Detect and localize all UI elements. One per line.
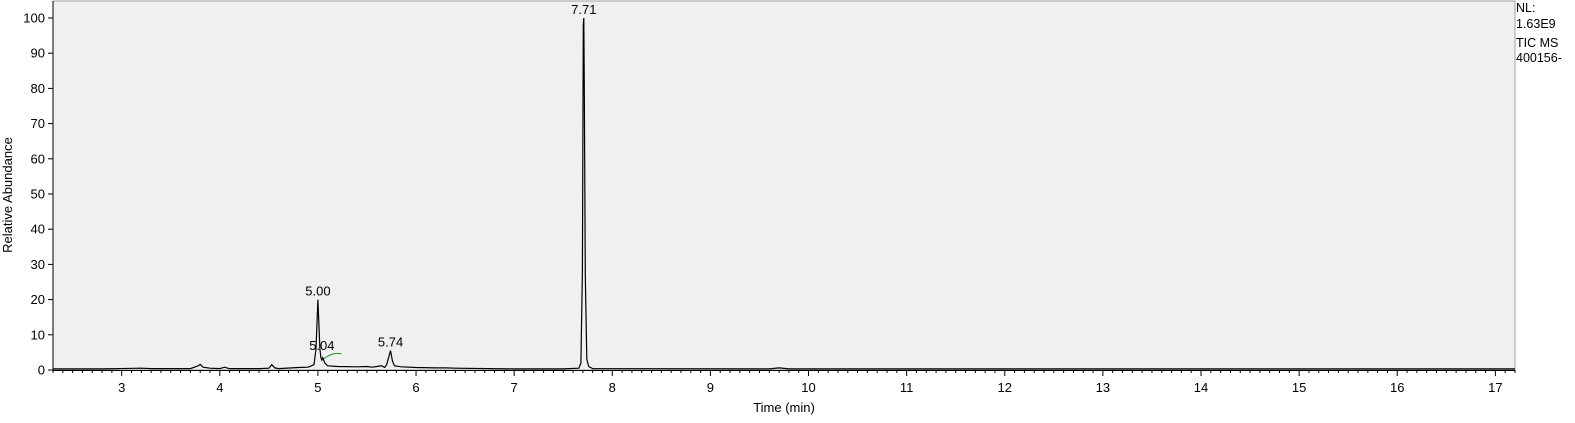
peak-annotation-mark: [323, 352, 342, 360]
y-tick-label: 40: [31, 222, 45, 237]
y-axis-title: Relative Abundance: [0, 137, 15, 253]
nl-value: 1.63E9: [1516, 17, 1556, 31]
x-tick-label: 7: [511, 380, 518, 395]
sample-name: 400156-: [1516, 51, 1562, 65]
x-tick-label: 17: [1488, 380, 1502, 395]
x-tick-label: 13: [1096, 380, 1110, 395]
x-tick-label: 14: [1194, 380, 1208, 395]
x-tick-label: 4: [216, 380, 223, 395]
peak-label: 5.00: [305, 284, 330, 299]
x-axis-ticks: 3 4 5 6 7 8 9 10 11 12 13 14 15 16 17: [118, 370, 1503, 395]
y-tick-label: 90: [31, 46, 45, 61]
y-tick-label: 70: [31, 116, 45, 131]
y-tick-label: 100: [23, 11, 45, 26]
y-axis-ticks: 0 10 20 30 40 50 60 70 80 90 100: [23, 11, 53, 378]
x-minor-ticks: [52, 370, 1516, 373]
y-tick-label: 50: [31, 187, 45, 202]
x-axis-title: Time (min): [753, 400, 815, 415]
x-tick-label: 11: [900, 380, 914, 395]
peak-label: 5.74: [378, 335, 403, 350]
x-tick-label: 10: [801, 380, 815, 395]
peak-label: 5.04: [309, 338, 334, 353]
y-tick-label: 20: [31, 292, 45, 307]
scan-filter-label: TIC MS: [1516, 36, 1559, 50]
y-tick-label: 30: [31, 257, 45, 272]
x-tick-label: 12: [998, 380, 1012, 395]
y-tick-label: 10: [31, 327, 45, 342]
peak-label: 7.71: [571, 2, 596, 17]
tic-trace-line: [53, 17, 1515, 370]
x-tick-label: 15: [1292, 380, 1306, 395]
nl-label: NL:: [1516, 1, 1536, 15]
y-tick-label: 0: [38, 363, 45, 378]
x-tick-label: 6: [412, 380, 419, 395]
plot-area: [52, 0, 1516, 371]
peak-labels: 5.00 5.04 5.74 7.71: [305, 2, 596, 353]
x-tick-label: 9: [707, 380, 714, 395]
y-tick-label: 60: [31, 151, 45, 166]
x-tick-label: 8: [609, 380, 616, 395]
x-tick-label: 5: [314, 380, 321, 395]
x-tick-label: 16: [1390, 380, 1404, 395]
x-tick-label: 3: [118, 380, 125, 395]
y-tick-label: 80: [31, 81, 45, 96]
